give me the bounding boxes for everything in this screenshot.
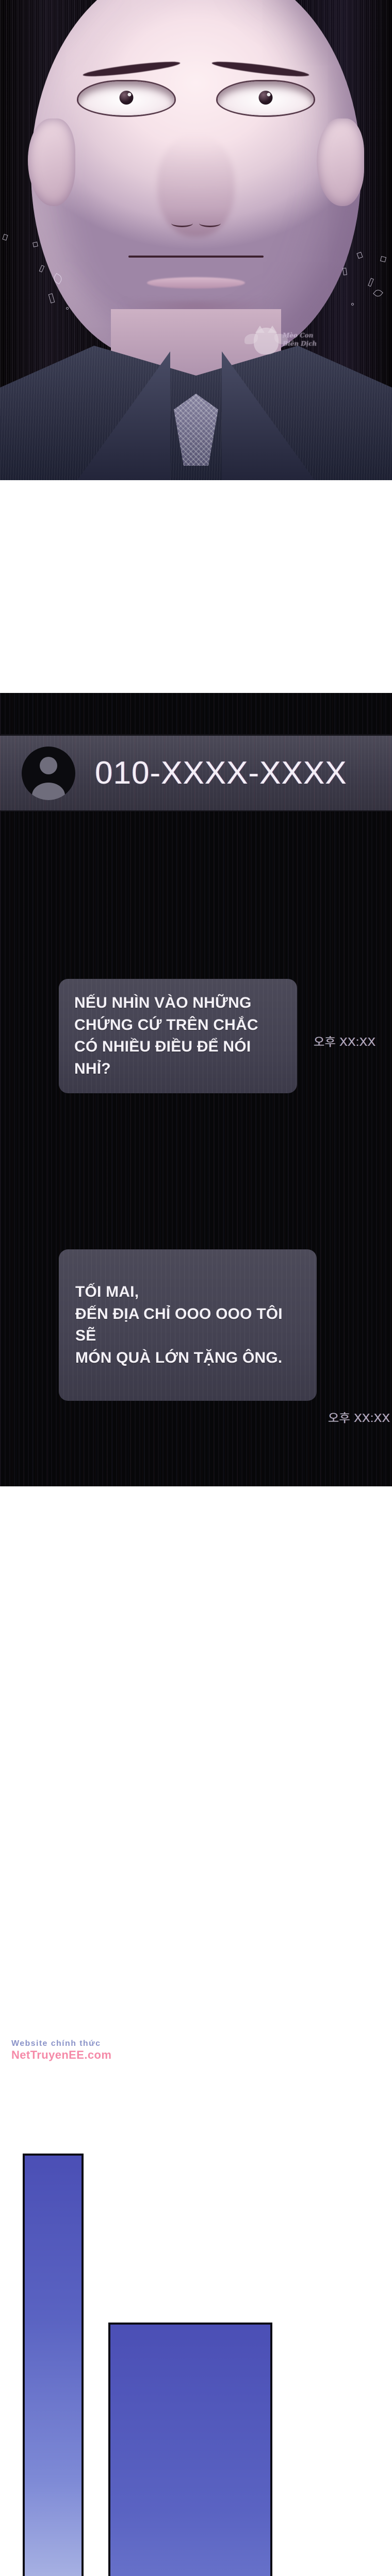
chat-message-timestamp: 오후 XX:XX xyxy=(328,1411,390,1425)
person-placeholder-body-icon xyxy=(32,782,65,800)
chat-message-bubble: NẾU NHÌN VÀO NHỮNG CHỨNG CỨ TRÊN CHẮC CÓ… xyxy=(59,979,297,1094)
nose xyxy=(157,134,235,237)
eye-left xyxy=(78,81,174,115)
panel-face-closeup: Mèo Con Biên Dịch xyxy=(0,0,392,480)
eyebrow-left xyxy=(82,59,181,79)
chat-header-bar: 010-XXXX-XXXX xyxy=(0,734,392,811)
bubble-texture xyxy=(59,1249,317,1401)
ear-left xyxy=(28,118,75,206)
panel-gap-1 xyxy=(0,480,392,693)
blue-block-tall xyxy=(23,2154,84,2576)
character-head xyxy=(28,0,364,361)
eyebrow-right xyxy=(211,59,310,79)
chat-message-timestamp: 오후 XX:XX xyxy=(314,1035,376,1048)
panel-gap-2 xyxy=(0,1486,392,2154)
contact-phone-number: 010-XXXX-XXXX xyxy=(95,755,347,791)
site-watermark-line2: NetTruyenEE.com xyxy=(11,2048,112,2062)
blue-block-wide xyxy=(108,2323,272,2576)
person-placeholder-icon xyxy=(40,756,57,774)
chat-message-bubble: TỐI MAI, ĐẾN ĐỊA CHỈ OOO OOO TÔI SẼ MÓN … xyxy=(59,1249,317,1401)
site-watermark-line1: Website chính thức xyxy=(11,2039,101,2048)
lower-lip xyxy=(147,277,245,289)
avatar xyxy=(22,746,75,800)
nostril-right xyxy=(199,219,221,227)
pupil-left xyxy=(119,91,134,105)
chat-message-text: TỐI MAI, ĐẾN ĐỊA CHỈ OOO OOO TÔI SẼ MÓN … xyxy=(75,1283,283,1366)
panel-phone-chat: 010-XXXX-XXXX NẾU NHÌN VÀO NHỮNG CHỨNG C… xyxy=(0,693,392,1486)
chat-message-text: NẾU NHÌN VÀO NHỮNG CHỨNG CỨ TRÊN CHẮC CÓ… xyxy=(74,994,258,1077)
mouth xyxy=(128,256,264,258)
ear-right xyxy=(317,118,364,206)
pupil-right xyxy=(258,91,273,105)
site-watermark-top: Website chính thức NetTruyenEE.com xyxy=(11,2039,111,2062)
nostril-left xyxy=(171,219,193,227)
eye-right xyxy=(218,81,314,115)
